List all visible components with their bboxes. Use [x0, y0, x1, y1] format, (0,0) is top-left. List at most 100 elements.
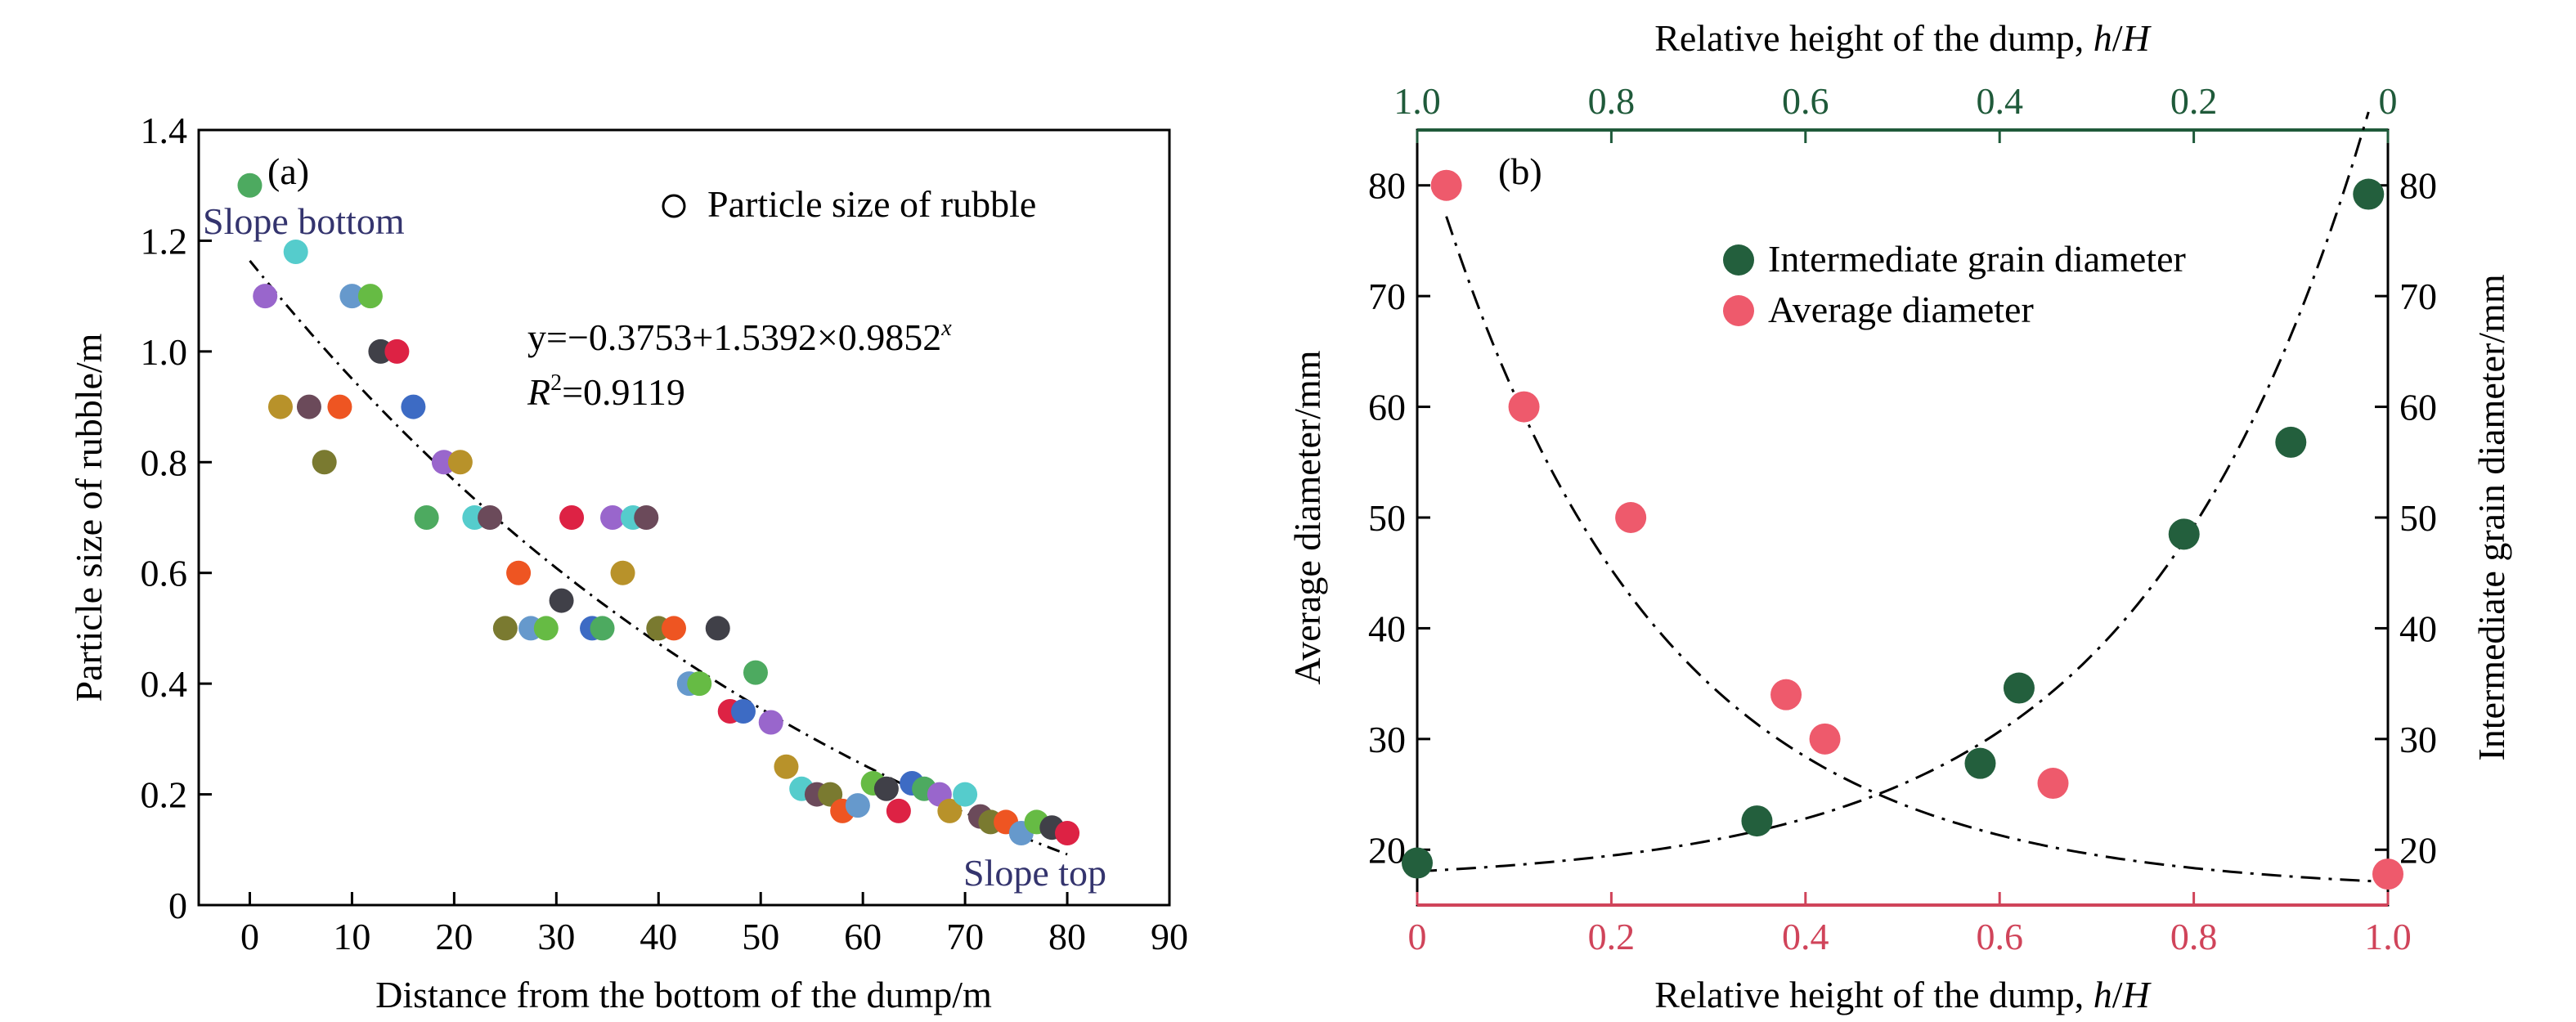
- panel-a-x-tick-label: 20: [435, 916, 473, 957]
- panel-a-data-point: [774, 754, 799, 779]
- panel-b-right-tick-label: 40: [2399, 607, 2437, 649]
- panel-b-right-tick-label: 60: [2399, 387, 2437, 428]
- panel-a-data-point: [296, 394, 321, 419]
- panel-b-right-tick-label: 80: [2399, 165, 2437, 207]
- panel-a-plot-frame: [197, 128, 1171, 907]
- panel-a-data-point: [730, 699, 756, 724]
- panel-a-data-point: [559, 505, 585, 530]
- panel-a-y-axis-title: Particle size of rubble/m: [68, 333, 110, 702]
- panel-a-data-point: [1055, 820, 1080, 845]
- panel-b-bottom-axis-title: Relative height of the dump, h/H: [1654, 974, 2152, 1015]
- panel-a-data-point: [478, 505, 503, 530]
- panel-b-right-tick-label: 70: [2399, 276, 2437, 317]
- panel-a-fit-curve: [249, 259, 1068, 856]
- panel-a-x-tick-label: 10: [333, 916, 370, 957]
- panel-b-point-intermediate: [1402, 847, 1433, 879]
- panel-a-annotation-slope-bottom: Slope bottom: [203, 200, 405, 242]
- panel-a-x-tick-label: 30: [537, 916, 575, 957]
- panel-b-left-tick-label: 70: [1368, 276, 1406, 317]
- panel-b-left-tick-label: 50: [1368, 497, 1406, 539]
- panel-b-ticks: 0 0.2 0.4 0.6 0.8 1.0 1.0 0.8 0.6 0.4 0.2 0 20 20 30 30…: [1368, 80, 2437, 957]
- panel-a-legend-label: Particle size of rubble: [707, 183, 1036, 225]
- panel-a-x-tick-label: 60: [844, 916, 882, 957]
- panel-a-ticks: 0 10 20 30 40 50 60 70 80 90 0 0.2 0.4 0.6 0.8 1.0 1.2 1.…: [141, 110, 1189, 957]
- panel-b-point-average: [2037, 768, 2069, 800]
- panel-b-top-tick-label: 0.4: [1976, 80, 2023, 122]
- panel-a-data-point: [447, 450, 473, 475]
- panel-a-x-axis-title: Distance from the bottom of the dump/m: [375, 974, 992, 1015]
- panel-a-data-point: [662, 616, 687, 641]
- panel-b-bottom-tick-label: 0.4: [1782, 916, 1829, 957]
- panel-b-left-tick-label: 40: [1368, 607, 1406, 649]
- panel-a-data-point: [237, 173, 263, 198]
- panel-a-legend-marker: [662, 194, 686, 218]
- panel-b-point-intermediate: [2168, 518, 2200, 550]
- panel-b-left-tick-label: 80: [1368, 165, 1406, 207]
- panel-b-top-tick-label: 0.2: [2170, 80, 2218, 122]
- panel-a-data-point: [953, 782, 978, 807]
- panel-b-point-intermediate: [2353, 178, 2385, 210]
- panel-a-data-point: [600, 505, 626, 530]
- panel-a-data-point: [327, 394, 352, 419]
- panel-b-point-average: [1430, 169, 1462, 201]
- panel-b-top-tick-label: 0.8: [1588, 80, 1636, 122]
- panel-a-data-point: [401, 394, 426, 419]
- panel-b-points: [1402, 169, 2403, 890]
- panel-b-point-intermediate: [2003, 672, 2035, 704]
- panel-a-y-tick-label: 0.6: [141, 553, 188, 594]
- panel-b-bottom-tick-label: 0.6: [1976, 916, 2023, 957]
- panel-a-data-point: [253, 284, 278, 309]
- panel-a-y-tick-label: 1.4: [141, 110, 188, 151]
- panel-b-point-intermediate: [2275, 426, 2307, 458]
- panel-b-point-average: [2372, 858, 2403, 890]
- panel-b-legend-label-intermediate: Intermediate grain diameter: [1768, 238, 2186, 280]
- panel-b-fit-curve-intermediate: [1416, 111, 2370, 873]
- panel-a-data-point: [845, 793, 870, 818]
- panel-b-left-tick-label: 30: [1368, 719, 1406, 760]
- panel-a-data-point: [687, 671, 712, 697]
- panel-a-x-tick-label: 40: [640, 916, 677, 957]
- panel-a-x-tick-label: 80: [1048, 916, 1086, 957]
- panel-b-right-tick-label: 50: [2399, 497, 2437, 539]
- panel-b-point-intermediate: [1741, 805, 1773, 837]
- panel-a-data-point: [634, 505, 659, 530]
- panel-b-legend-label-average: Average diameter: [1768, 289, 2034, 330]
- panel-a-fit-r2: R2=0.9119: [527, 370, 685, 413]
- panel-b-left-tick-label: 60: [1368, 387, 1406, 428]
- panel-a-points: [237, 173, 1080, 845]
- panel-a-x-tick-label: 0: [240, 916, 259, 957]
- panel-b-left-tick-label: 20: [1368, 829, 1406, 871]
- panel-b-point-average: [1508, 391, 1540, 423]
- panel-b-bottom-tick-label: 0.2: [1588, 916, 1636, 957]
- panel-a-y-tick-label: 0: [168, 885, 187, 926]
- panel-a-y-tick-label: 0.4: [141, 663, 188, 705]
- panel-a-data-point: [312, 450, 337, 475]
- panel-a-y-tick-label: 0.8: [141, 442, 188, 483]
- panel-b-top-tick-label: 0.6: [1782, 80, 1829, 122]
- panel-a-y-tick-label: 1.2: [141, 220, 188, 262]
- panel-a-scatter-chart: 0 10 20 30 40 50 60 70 80 90 0 0.2 0.4 0.6 0.8 1.0 1.2 1.…: [68, 110, 1188, 1015]
- panel-a-data-point: [758, 710, 783, 735]
- panel-a-annotation-slope-top: Slope top: [963, 852, 1106, 894]
- panel-a-data-point: [610, 560, 635, 585]
- panel-a-data-point: [283, 239, 308, 264]
- panel-a-data-point: [267, 394, 293, 419]
- panel-a-data-point: [384, 338, 410, 364]
- panel-a-data-point: [533, 616, 559, 641]
- panel-a-data-point: [937, 798, 963, 823]
- panel-a-data-point: [549, 588, 574, 613]
- panel-b-bottom-tick-label: 0: [1408, 916, 1427, 957]
- panel-a-x-tick-label: 50: [742, 916, 779, 957]
- panel-b-point-average: [1615, 502, 1647, 533]
- panel-a-data-point: [357, 284, 383, 309]
- panel-b-left-axis-title: Average diameter/mm: [1286, 350, 1328, 684]
- panel-a-data-point: [414, 505, 439, 530]
- panel-b-legend-marker-average: [1723, 295, 1754, 326]
- panel-a-data-point: [590, 616, 615, 641]
- panel-b-legend-marker-intermediate: [1723, 244, 1754, 276]
- panel-a-label: (a): [267, 150, 309, 192]
- panel-b-point-average: [1809, 723, 1841, 755]
- panel-a-x-tick-label: 90: [1151, 916, 1188, 957]
- panel-a-data-point: [886, 798, 911, 823]
